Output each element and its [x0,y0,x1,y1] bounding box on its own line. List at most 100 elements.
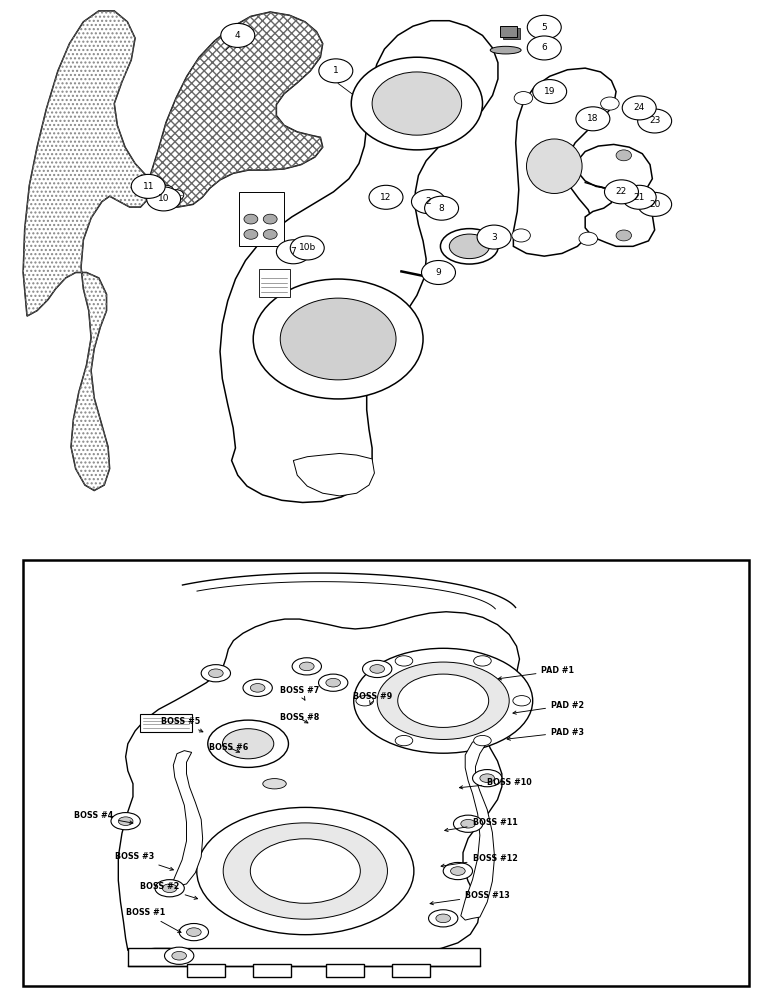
Text: 10: 10 [158,194,169,203]
Circle shape [250,839,361,903]
Circle shape [616,150,631,161]
Circle shape [477,225,511,249]
Text: 9: 9 [435,268,442,277]
Circle shape [250,684,265,692]
Text: 23: 23 [649,116,660,125]
Text: BOSS #12: BOSS #12 [441,854,517,867]
Text: BOSS #5: BOSS #5 [161,717,203,732]
Text: BOSS #4: BOSS #4 [74,812,133,824]
Text: PAD #1: PAD #1 [498,666,574,680]
Circle shape [168,190,184,201]
Circle shape [579,232,598,245]
Circle shape [372,72,462,135]
Circle shape [319,674,348,691]
Circle shape [221,23,255,47]
Circle shape [395,656,413,666]
Text: 20: 20 [649,200,660,209]
Circle shape [351,57,482,150]
Text: 8: 8 [438,204,445,213]
Bar [259,269,290,297]
Ellipse shape [449,234,489,259]
Circle shape [425,196,459,220]
Circle shape [512,229,530,242]
Circle shape [576,107,610,131]
Circle shape [319,59,353,83]
Polygon shape [239,192,284,246]
Ellipse shape [527,139,582,193]
Circle shape [451,867,466,875]
Circle shape [172,951,187,960]
Circle shape [622,185,656,209]
Circle shape [222,729,274,759]
Text: 21: 21 [634,193,645,202]
Circle shape [513,696,530,706]
Text: BOSS #13: BOSS #13 [430,891,510,905]
Text: BOSS #7: BOSS #7 [279,686,319,700]
Text: 22: 22 [616,187,627,196]
Circle shape [356,696,374,706]
Circle shape [638,192,672,216]
Circle shape [164,947,194,964]
Text: 6: 6 [541,43,547,52]
Circle shape [604,180,638,204]
Text: BOSS #11: BOSS #11 [445,818,517,832]
Text: 12: 12 [381,193,391,202]
Circle shape [118,817,133,825]
Circle shape [208,669,223,678]
Circle shape [474,735,491,746]
Circle shape [292,658,321,675]
Circle shape [300,662,314,671]
Text: 7: 7 [290,247,296,256]
Bar [503,28,520,39]
Circle shape [292,241,307,252]
Circle shape [243,679,273,696]
Circle shape [147,187,181,211]
Bar [252,964,291,977]
Circle shape [162,884,177,893]
Circle shape [363,660,392,678]
Ellipse shape [440,229,499,264]
Circle shape [155,880,185,897]
Text: 5: 5 [541,23,547,32]
Circle shape [370,665,384,673]
Polygon shape [220,21,498,502]
Circle shape [527,36,561,60]
Text: BOSS #3: BOSS #3 [114,852,174,870]
Bar [326,964,364,977]
Circle shape [639,188,655,199]
Circle shape [622,96,656,120]
Text: BOSS #9: BOSS #9 [353,692,392,704]
Text: 2: 2 [425,197,432,206]
Ellipse shape [490,46,521,54]
Circle shape [395,735,413,746]
Circle shape [422,261,455,284]
Text: 4: 4 [235,31,241,40]
Circle shape [290,236,324,260]
Circle shape [369,185,403,209]
Circle shape [179,924,208,941]
Circle shape [425,203,439,213]
Circle shape [622,185,641,198]
Text: BOSS #2: BOSS #2 [141,882,198,899]
Circle shape [436,914,451,923]
Circle shape [601,97,619,110]
Circle shape [411,190,445,214]
Circle shape [527,15,561,39]
Circle shape [276,240,310,264]
Circle shape [416,192,430,202]
Polygon shape [118,612,520,953]
Circle shape [223,823,388,919]
Circle shape [443,862,472,880]
Circle shape [111,813,141,830]
Circle shape [480,774,495,782]
Bar [141,714,191,732]
Polygon shape [170,751,202,891]
Circle shape [461,819,476,828]
Text: 1: 1 [333,66,339,75]
Text: BOSS #6: BOSS #6 [208,743,248,752]
Circle shape [378,189,391,198]
Circle shape [398,674,489,727]
Polygon shape [461,741,495,920]
Circle shape [280,298,396,380]
Circle shape [472,770,502,787]
